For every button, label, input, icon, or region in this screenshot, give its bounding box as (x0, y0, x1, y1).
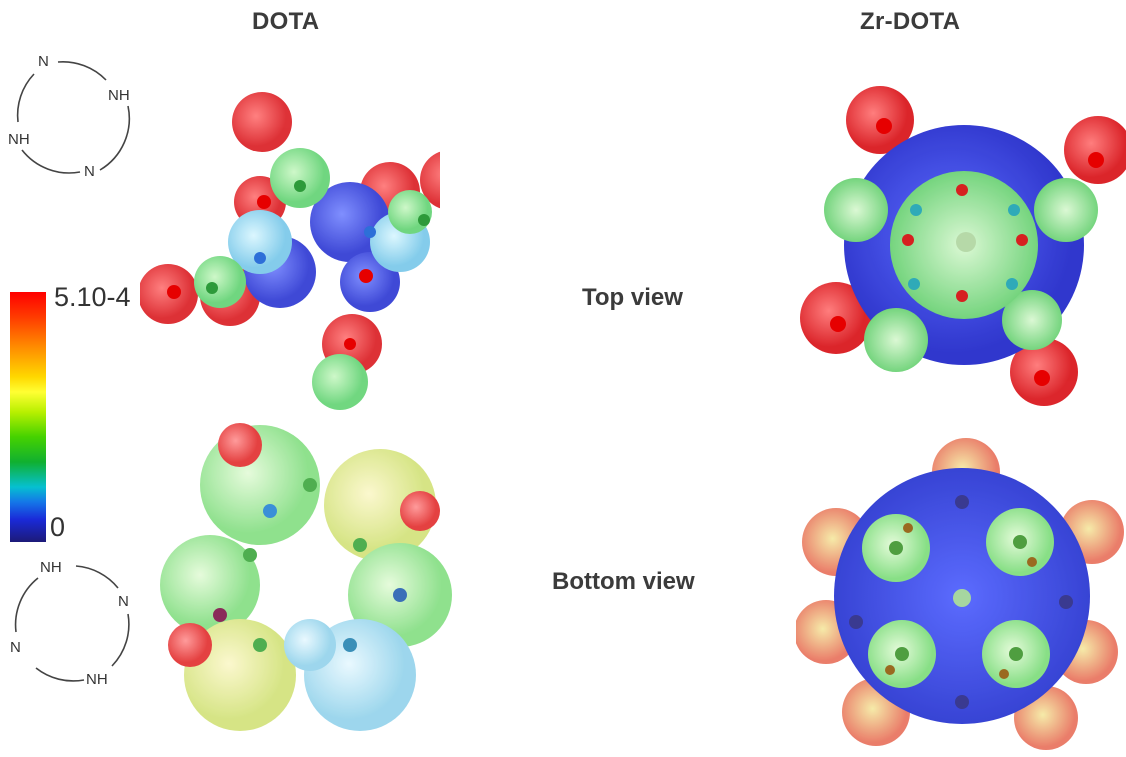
colorbar-gradient (10, 292, 46, 542)
top-view-label: Top view (582, 284, 683, 311)
column-title-dota: DOTA (252, 8, 320, 35)
ring-atom: N (118, 593, 129, 610)
colorbar-max-label: 5.10-4 (54, 282, 131, 312)
column-title-zr-dota: Zr-DOTA (860, 8, 961, 35)
dota-bottom-view-image (150, 415, 460, 745)
zr-dota-top-view-image (796, 80, 1126, 410)
ring-atom: NH (8, 131, 30, 148)
ring-atom: N (10, 639, 21, 656)
dota-top-view-image (138, 82, 480, 412)
macrocycle-schematic-bottom: NH N N NH (0, 548, 150, 698)
macrocycle-schematic-top: N NH NH N (0, 40, 150, 190)
colorbar-min-label: 0 (50, 512, 66, 542)
bottom-view-label: Bottom view (552, 568, 695, 595)
zr-dota-bottom-view-image (794, 432, 1126, 750)
ring-atom: N (84, 163, 95, 180)
ring-atom: NH (108, 87, 130, 104)
ring-atom: NH (86, 671, 108, 688)
ring-atom: NH (40, 559, 62, 576)
ring-atom: N (38, 53, 49, 70)
